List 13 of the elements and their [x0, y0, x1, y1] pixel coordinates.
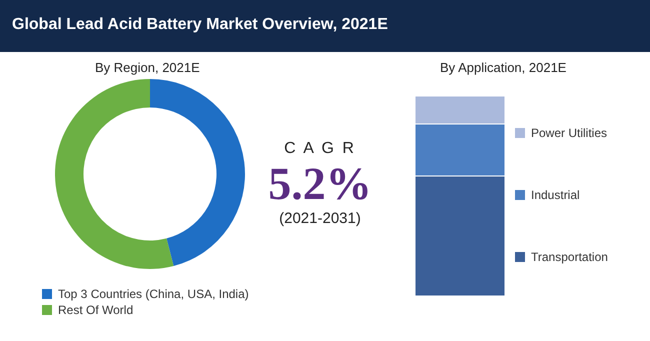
text: Transportation [531, 250, 608, 264]
text: (2021-2031) [278, 210, 362, 227]
legend-label: Top 3 Countries (China, USA, India) [58, 287, 249, 301]
chart-subtitle: By Region, 2021E [95, 60, 200, 75]
legend-label: Rest Of World [58, 303, 134, 317]
donut-slice [150, 79, 245, 266]
text: 5.2% [267, 158, 373, 210]
text: C A G R [283, 140, 357, 158]
chart-title: Global Lead Acid Battery Market Overview, 2021E [12, 16, 388, 34]
donut-slice [55, 79, 174, 269]
legend-label: Power Utilities [531, 126, 608, 140]
chart-title: By Application, 2021E [440, 60, 566, 75]
legend-label: Industrial [531, 188, 580, 202]
